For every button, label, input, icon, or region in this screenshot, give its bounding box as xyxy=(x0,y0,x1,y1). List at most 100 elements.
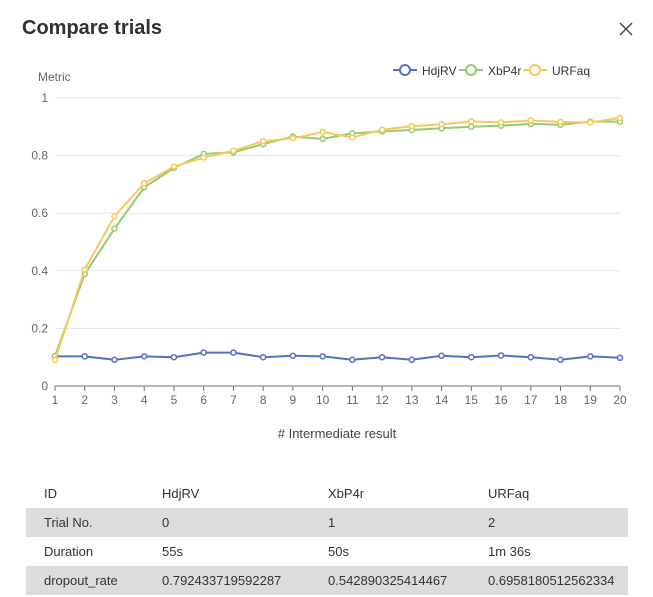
y-tick-label: 0.4 xyxy=(31,264,48,278)
table-header-cell: URFaq xyxy=(488,486,530,501)
y-tick-label: 1 xyxy=(41,91,48,105)
x-tick-label: 1 xyxy=(52,393,59,407)
legend-label: URFaq xyxy=(552,64,590,78)
data-point xyxy=(289,135,297,142)
data-point xyxy=(51,356,59,364)
data-point xyxy=(319,128,326,136)
y-tick-label: 0.2 xyxy=(31,321,48,335)
table-row: dropout_rate 0.792433719592287 0.5428903… xyxy=(26,566,628,595)
data-point xyxy=(111,225,118,233)
table-row: Trial No. 0 1 2 xyxy=(26,508,628,537)
table-header-cell: ID xyxy=(44,486,57,501)
x-tick-label: 9 xyxy=(290,393,297,407)
data-point xyxy=(587,353,594,360)
table-header-cell: HdjRV xyxy=(162,486,200,501)
x-tick-label: 5 xyxy=(171,393,178,407)
series-line-HdjRV xyxy=(55,351,621,361)
data-point xyxy=(319,135,326,143)
table-cell: 0.792433719592287 xyxy=(162,573,282,588)
series-line-XbP4r xyxy=(54,120,620,357)
y-tick-label: 0.8 xyxy=(31,149,48,163)
x-tick-label: 11 xyxy=(346,393,359,407)
table-cell: 1 xyxy=(328,515,336,530)
data-point xyxy=(438,120,445,128)
table-row: Duration 55s 50s 1m 36s xyxy=(26,537,628,566)
x-tick-label: 2 xyxy=(81,393,88,407)
data-point xyxy=(557,118,564,126)
data-point xyxy=(349,356,356,364)
x-tick-label: 17 xyxy=(524,393,538,407)
x-tick-label: 12 xyxy=(375,393,389,407)
data-point xyxy=(468,353,475,361)
data-point xyxy=(230,349,237,356)
table-cell: 55s xyxy=(162,544,183,559)
x-tick-label: 19 xyxy=(584,393,598,407)
data-point xyxy=(616,114,624,122)
data-point xyxy=(111,213,118,220)
data-point xyxy=(557,356,564,364)
data-point xyxy=(140,353,148,360)
y-axis-label: Metric xyxy=(38,70,71,84)
data-point xyxy=(497,352,505,359)
table-header-row: ID HdjRV XbP4r URFaq xyxy=(26,479,628,508)
data-point xyxy=(230,147,237,154)
x-tick-label: 3 xyxy=(111,393,118,407)
legend-marker xyxy=(529,64,541,76)
legend-marker xyxy=(465,64,477,76)
data-point xyxy=(81,353,88,360)
line-chart: Metric # Intermediate result 0 0.2 0.4 0.6 0… xyxy=(31,64,627,441)
x-tick-label: 14 xyxy=(435,393,449,407)
table-cell: Duration xyxy=(44,544,94,559)
data-point xyxy=(170,353,178,361)
data-point xyxy=(289,352,297,360)
x-tick-label: 16 xyxy=(494,393,508,407)
data-point xyxy=(378,353,386,361)
data-point xyxy=(408,122,416,130)
data-point xyxy=(468,123,475,131)
x-tick-label: 18 xyxy=(554,393,568,407)
data-point xyxy=(438,352,445,360)
x-tick-label: 8 xyxy=(260,393,267,407)
legend-label: XbP4r xyxy=(488,64,521,78)
table-cell: 0 xyxy=(162,515,170,530)
table-cell: 50s xyxy=(328,544,349,559)
table-header-cell: XbP4r xyxy=(328,486,365,501)
x-tick-label: 15 xyxy=(465,393,479,407)
table-cell: 0.6958180512562334 xyxy=(488,573,615,588)
table-cell: 2 xyxy=(488,515,496,530)
x-tick-label: 10 xyxy=(316,393,330,407)
data-point xyxy=(259,137,267,145)
data-point xyxy=(378,126,386,133)
data-point xyxy=(81,266,88,273)
data-point xyxy=(527,117,535,124)
x-tick-label: 13 xyxy=(405,393,419,407)
close-icon[interactable] xyxy=(615,18,637,40)
y-tick-label: 0 xyxy=(41,379,48,393)
x-tick-label: 7 xyxy=(230,393,237,407)
compare-table: ID HdjRV XbP4r URFaq Trial No. 0 1 2 Dur… xyxy=(26,479,628,595)
x-tick-label: 4 xyxy=(141,393,148,407)
legend-label: HdjRV xyxy=(422,64,456,78)
data-point xyxy=(587,119,594,126)
data-point xyxy=(349,134,356,141)
table-cell: 1m 36s xyxy=(488,544,531,559)
series-line-URFaq xyxy=(54,116,621,361)
y-tick-label: 0.6 xyxy=(31,206,48,220)
data-point xyxy=(616,354,624,362)
table-cell: 0.542890325414467 xyxy=(328,573,448,588)
x-axis-label: # Intermediate result xyxy=(278,426,397,441)
table-cell: Trial No. xyxy=(44,515,93,530)
data-point xyxy=(200,154,207,161)
data-point xyxy=(259,353,267,361)
data-point xyxy=(140,179,148,187)
data-point xyxy=(468,118,475,125)
data-point xyxy=(408,356,416,364)
data-point xyxy=(527,353,535,361)
x-tick-label: 6 xyxy=(200,393,207,407)
data-point xyxy=(200,349,207,356)
dialog-title: Compare trials xyxy=(22,17,163,39)
table-cell: dropout_rate xyxy=(44,573,118,588)
data-point xyxy=(497,119,505,126)
data-point xyxy=(170,163,178,170)
data-point xyxy=(319,353,326,360)
